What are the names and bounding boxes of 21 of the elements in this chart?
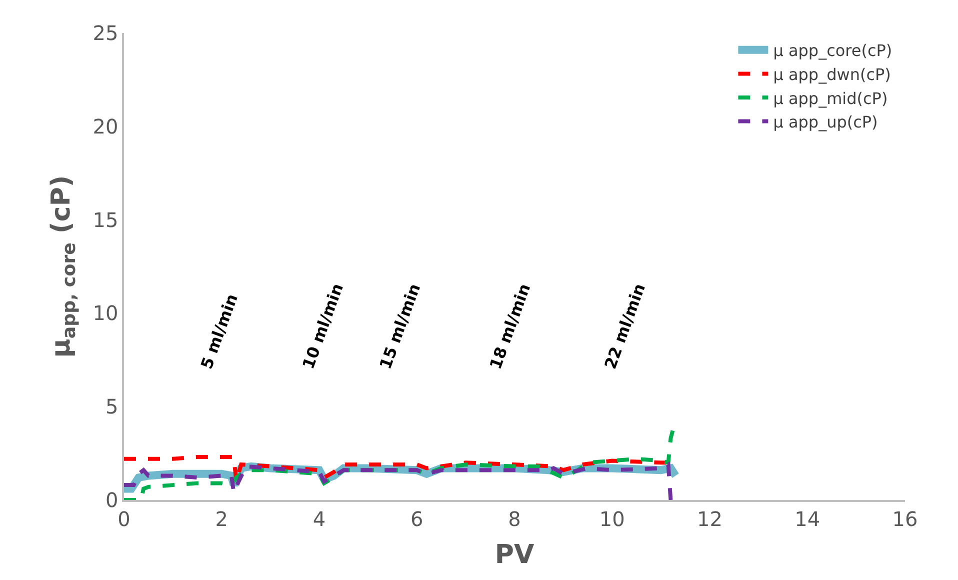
legend-label: μ app_mid(cP) xyxy=(773,88,888,108)
line-series xyxy=(124,427,676,500)
x-tick-label: 14 xyxy=(794,506,820,531)
line-series xyxy=(124,462,673,500)
y-tick-label: 0 xyxy=(106,488,118,512)
x-axis-title: PV xyxy=(494,540,534,570)
x-tick-label: 4 xyxy=(312,506,326,531)
legend-label: μ app_dwn(cP) xyxy=(773,64,891,84)
x-tick-label: 10 xyxy=(599,506,625,531)
x-tick-label: 12 xyxy=(697,506,722,531)
y-tick-label: 5 xyxy=(106,394,118,419)
legend-label: μ app_core(cP) xyxy=(773,41,892,60)
y-tick-label: 20 xyxy=(92,114,118,138)
y-tick-label: 15 xyxy=(92,208,118,232)
x-tick-label: 16 xyxy=(892,506,918,531)
y-tick-label: 25 xyxy=(92,21,118,45)
x-tick-label: 2 xyxy=(215,506,228,531)
x-tick-label: 8 xyxy=(508,506,521,531)
x-tick-label: 6 xyxy=(410,506,424,531)
y-tick-label: 10 xyxy=(92,301,118,326)
legend-label: μ app_up(cP) xyxy=(773,112,878,132)
